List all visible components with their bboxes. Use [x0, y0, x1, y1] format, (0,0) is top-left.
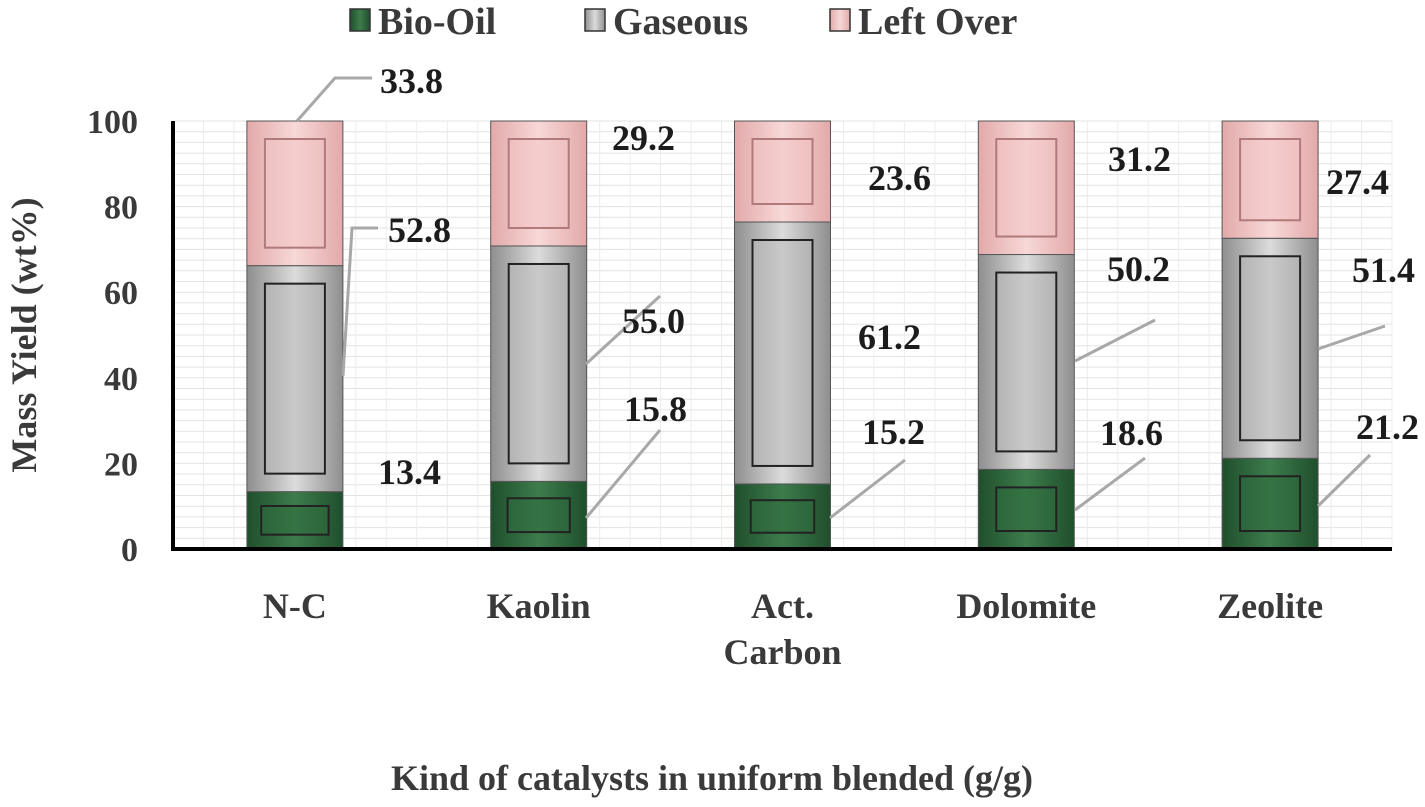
- bar-inner-panel: [260, 504, 330, 536]
- leader-line: [1074, 318, 1156, 363]
- legend-label: Left Over: [858, 1, 1017, 43]
- data-label: 13.4: [378, 452, 441, 492]
- leader-line: [584, 429, 662, 519]
- x-tick-label: Act. Carbon: [723, 586, 841, 672]
- legend-label: Bio-Oil: [378, 1, 496, 43]
- data-label: 29.2: [612, 118, 675, 158]
- y-tick-label: 80: [104, 190, 138, 227]
- data-label: 52.8: [388, 210, 451, 250]
- data-label: 61.2: [858, 317, 921, 357]
- x-tick-label: Kaolin: [487, 586, 591, 626]
- leader-lines: [295, 76, 1386, 520]
- y-tick-label: 60: [104, 275, 138, 312]
- bar-inner-panel: [506, 497, 571, 534]
- y-tick-label: 40: [104, 361, 138, 398]
- bar-inner-panel: [507, 262, 570, 465]
- data-label: 33.8: [380, 61, 443, 101]
- x-tick-label: Zeolite: [1217, 586, 1323, 626]
- leader-line: [829, 458, 906, 520]
- data-label: 31.2: [1108, 139, 1171, 179]
- y-axis-title: Mass Yield (wt%): [4, 197, 44, 472]
- bar-inner-panel: [751, 138, 814, 206]
- data-label: 51.4: [1352, 250, 1415, 290]
- y-tick-labels: 0 20 40 60 80 100: [87, 104, 138, 569]
- legend-entry: Gaseous: [584, 1, 748, 43]
- legend-entry: Bio-Oil: [349, 1, 496, 43]
- x-tick-label: N-C: [263, 586, 327, 626]
- legend-label: Gaseous: [613, 1, 748, 43]
- data-label: 23.6: [868, 158, 931, 198]
- bar-inner-panel: [749, 499, 816, 534]
- leader-line: [295, 76, 372, 122]
- legend-entry: Left Over: [829, 1, 1017, 43]
- data-label: 15.8: [624, 389, 687, 429]
- bar-inner-panel: [995, 486, 1058, 532]
- bar-inner-panel: [263, 138, 326, 249]
- data-label: 18.6: [1100, 413, 1163, 453]
- y-tick-label: 0: [121, 532, 138, 569]
- y-tick-label: 100: [87, 104, 138, 141]
- bar-inner-panel: [507, 138, 570, 229]
- leader-line: [1074, 456, 1146, 512]
- legend: Bio-Oil Gaseous Left Over: [349, 1, 1017, 43]
- leader-line: [1316, 453, 1372, 508]
- leader-line: [341, 226, 378, 377]
- bar-inner-panel: [1239, 138, 1302, 222]
- legend-swatch: [584, 8, 606, 32]
- data-label: 15.2: [862, 412, 925, 452]
- x-axis-title: Kind of catalysts in uniform blended (g/…: [391, 758, 1033, 798]
- bars: [246, 120, 1319, 550]
- bar-inner-panel: [1239, 475, 1302, 533]
- data-label: 21.2: [1356, 407, 1419, 447]
- axes: [171, 121, 1392, 551]
- legend-swatch: [349, 8, 371, 32]
- data-label: 50.2: [1107, 249, 1170, 289]
- x-tick-label: Dolomite: [956, 586, 1096, 626]
- bar-inner-panel: [1239, 255, 1302, 442]
- data-label: 27.4: [1326, 162, 1389, 202]
- leader-line: [1317, 324, 1386, 351]
- data-labels: 13.4 52.8 33.8 15.8 55.0 29.2 15.2 61.2 23.6 18.6…: [378, 61, 1419, 492]
- legend-swatch: [829, 8, 851, 32]
- x-tick-labels: N-C Kaolin Act. Carbon Dolomite Zeolite: [263, 586, 1323, 672]
- bar-inner-panel: [995, 271, 1058, 453]
- bar-inner-panel: [995, 138, 1058, 238]
- leader-line: [584, 294, 662, 366]
- data-label: 55.0: [622, 301, 685, 341]
- y-tick-label: 20: [104, 446, 138, 483]
- bar-inner-panel: [263, 282, 326, 475]
- bar-inner-panel: [751, 239, 814, 467]
